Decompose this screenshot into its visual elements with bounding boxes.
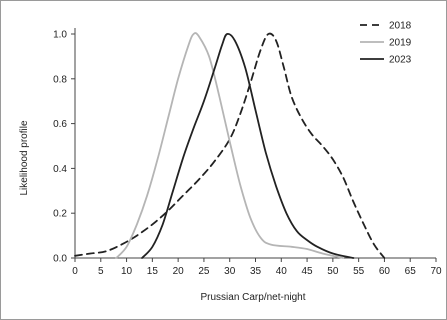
legend-label-2023: 2023 [389,55,412,66]
x-tick-label: 5 [98,266,104,277]
ticks: 0 5 10 15 20 25 30 35 40 45 50 55 60 65 70 0.0 0.2 0.4 0.6… [53,30,442,278]
x-tick-label: 45 [302,266,314,277]
y-axis-title: Likelihood profile [19,120,30,195]
x-tick-label: 0 [72,266,78,277]
y-tick-label: 1.0 [53,30,67,41]
y-tick-label: 0.0 [53,254,67,265]
x-tick-label: 65 [405,266,417,277]
series-lines [74,32,386,259]
y-tick-label: 0.2 [53,209,67,220]
x-tick-label: 70 [430,266,442,277]
y-tick-label: 0.8 [53,74,67,85]
x-axis-title: Prussian Carp/net-night [200,292,305,303]
x-tick-label: 20 [173,266,185,277]
x-tick-label: 40 [276,266,288,277]
x-tick-label: 55 [353,266,365,277]
y-tick-label: 0.6 [53,119,67,130]
axes [74,28,436,259]
legend: 2018 2019 2023 [360,21,412,66]
x-tick-label: 10 [121,266,133,277]
legend-label-2019: 2019 [389,38,412,49]
x-tick-label: 25 [198,266,210,277]
x-tick-label: 35 [250,266,262,277]
series-line-2023 [141,32,355,259]
x-tick-label: 60 [379,266,391,277]
series-line-2018 [74,32,386,259]
series-line-2019 [115,32,345,259]
y-tick-label: 0.4 [53,164,67,175]
legend-label-2018: 2018 [389,21,412,32]
x-tick-label: 15 [147,266,159,277]
x-tick-label: 30 [224,266,236,277]
x-tick-label: 50 [327,266,339,277]
